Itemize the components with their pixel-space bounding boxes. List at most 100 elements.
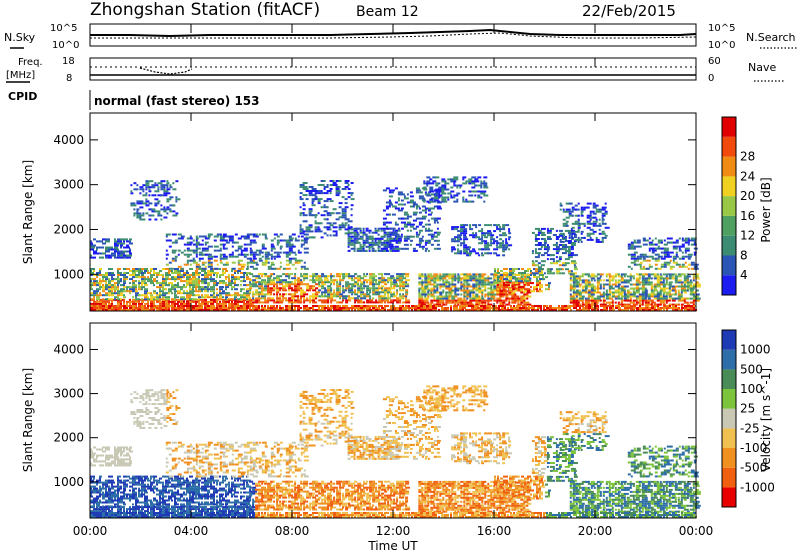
range-time-cell: [288, 245, 294, 248]
range-time-cell: [378, 281, 384, 284]
range-time-cell: [635, 277, 641, 280]
range-time-cell: [418, 299, 424, 302]
range-time-cell: [303, 273, 309, 276]
range-time-cell: [595, 204, 599, 207]
range-time-cell: [213, 300, 217, 303]
range-time-cell: [478, 273, 482, 276]
range-time-cell: [477, 176, 482, 179]
range-time-cell: [360, 289, 364, 292]
range-time-cell: [606, 309, 608, 311]
range-time-cell: [174, 300, 176, 303]
range-time-cell: [598, 240, 604, 243]
range-time-cell: [252, 239, 256, 242]
range-time-cell: [568, 202, 573, 205]
range-time-cell: [231, 280, 233, 283]
range-time-cell: [258, 287, 262, 290]
range-time-cell: [677, 295, 683, 298]
range-time-cell: [493, 297, 496, 300]
range-time-cell: [350, 239, 355, 242]
range-time-cell: [580, 232, 583, 235]
range-time-cell: [378, 301, 384, 304]
range-time-cell: [258, 301, 262, 304]
range-time-cell: [674, 289, 677, 292]
range-time-cell: [436, 207, 442, 210]
range-time-cell: [231, 282, 235, 285]
range-time-cell: [332, 208, 337, 211]
range-time-cell: [111, 248, 114, 251]
range-time-cell: [450, 186, 454, 189]
range-time-cell: [601, 232, 606, 235]
range-time-cell: [638, 301, 641, 304]
range-time-cell: [528, 307, 532, 309]
range-time-cell: [632, 293, 636, 296]
range-time-cell: [438, 309, 440, 311]
range-time-cell: [587, 279, 590, 282]
range-time-cell: [93, 305, 97, 307]
range-time-cell: [294, 293, 297, 296]
range-time-cell: [478, 275, 484, 278]
range-time-cell: [429, 188, 434, 191]
range-time-cell: [174, 257, 177, 260]
range-time-cell: [388, 189, 392, 192]
range-time-cell: [150, 298, 154, 301]
range-time-cell: [695, 285, 701, 288]
range-time-cell: [683, 285, 689, 288]
range-time-cell: [222, 282, 227, 285]
range-time-cell: [571, 206, 575, 209]
range-time-cell: [189, 288, 192, 291]
range-time-cell: [228, 307, 232, 309]
range-time-cell: [681, 263, 685, 266]
range-time-cell: [405, 293, 409, 296]
range-time-cell: [210, 305, 213, 307]
range-time-cell: [427, 249, 430, 252]
range-time-cell: [453, 194, 459, 197]
range-time-cell: [405, 307, 408, 309]
range-time-cell: [474, 305, 477, 307]
range-time-cell: [644, 289, 648, 292]
range-time-cell: [586, 232, 591, 235]
range-time-cell: [409, 195, 414, 198]
range-time-cell: [219, 274, 224, 276]
range-time-cell: [681, 309, 683, 311]
range-time-cell: [347, 229, 350, 232]
range-time-cell: [599, 299, 602, 302]
range-time-cell: [135, 294, 140, 297]
range-time-cell: [234, 282, 236, 285]
range-time-cell: [216, 294, 221, 297]
range-time-cell: [359, 247, 365, 250]
range-time-cell: [135, 280, 137, 283]
range-time-cell: [139, 218, 144, 221]
range-time-cell: [252, 281, 256, 284]
range-time-cell: [231, 294, 236, 297]
range-time-cell: [524, 270, 529, 272]
range-time-cell: [490, 273, 496, 276]
range-time-cell: [160, 188, 166, 191]
range-time-cell: [402, 273, 406, 276]
range-time-cell: [102, 288, 107, 291]
range-time-cell: [681, 239, 686, 242]
range-time-cell: [580, 212, 583, 215]
noise-left-tick-bottom: 10^0: [52, 40, 79, 51]
range-time-cell: [207, 305, 212, 307]
range-time-cell: [162, 284, 165, 287]
range-time-cell: [651, 305, 655, 307]
range-time-cell: [508, 297, 513, 300]
range-time-cell: [623, 281, 628, 284]
range-time-cell: [629, 277, 632, 280]
range-time-cell: [520, 297, 525, 300]
range-time-cell: [237, 278, 240, 281]
range-time-cell: [536, 278, 538, 281]
range-time-cell: [105, 286, 109, 289]
range-time-cell: [580, 240, 583, 243]
range-time-cell: [189, 307, 191, 309]
range-time-cell: [357, 301, 362, 304]
range-time-cell: [366, 279, 370, 282]
range-time-cell: [396, 307, 400, 309]
range-time-cell: [487, 252, 491, 255]
range-time-cell: [650, 289, 654, 292]
range-time-cell: [439, 279, 442, 282]
range-time-cell: [243, 255, 247, 258]
range-time-cell: [515, 280, 518, 283]
range-time-cell: [138, 305, 141, 307]
range-time-cell: [424, 283, 429, 286]
